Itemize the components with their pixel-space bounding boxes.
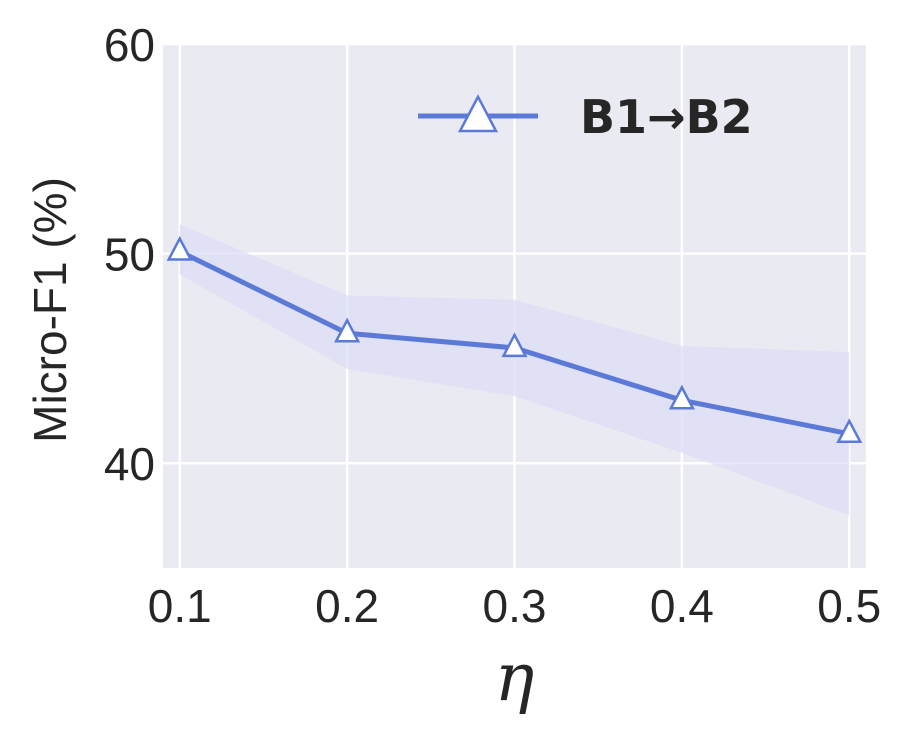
y-tick-label: 50 — [104, 229, 155, 281]
x-tick-label: 0.1 — [148, 580, 212, 632]
y-tick-label: 60 — [104, 19, 155, 71]
y-axis-label: Micro-F1 (%) — [24, 177, 76, 443]
x-tick-label: 0.2 — [315, 580, 379, 632]
y-tick-label: 40 — [104, 438, 155, 490]
data-point-marker — [166, 235, 193, 261]
data-point-marker — [836, 418, 863, 444]
x-axis-label: η — [495, 639, 535, 716]
y-tick-labels: 40 50 60 — [104, 19, 155, 490]
x-tick-label: 0.4 — [650, 580, 714, 632]
legend: B1→B2 — [418, 90, 753, 144]
data-point-marker — [501, 332, 528, 358]
x-tick-label: 0.5 — [817, 580, 881, 632]
confidence-band — [179, 224, 850, 516]
data-point-marker — [668, 384, 695, 410]
data-markers — [166, 235, 863, 444]
legend-label: B1→B2 — [580, 90, 753, 144]
x-tick-labels: 0.1 0.2 0.3 0.4 0.5 — [148, 580, 881, 632]
data-point-marker — [334, 317, 361, 343]
legend-triangle-marker — [457, 94, 499, 133]
x-tick-label: 0.3 — [483, 580, 547, 632]
